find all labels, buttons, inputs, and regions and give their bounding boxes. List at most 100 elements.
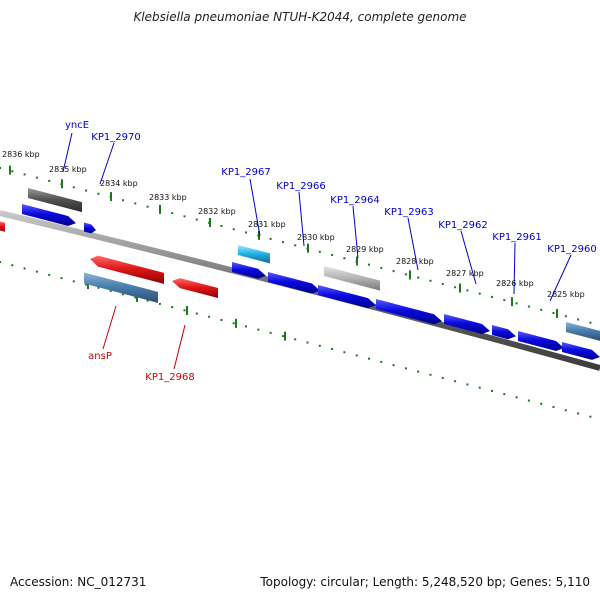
tick-dot [441,377,444,380]
tick-dot [515,302,518,305]
leader-kp1-2960 [549,254,572,302]
gene-kp1-2960 [518,331,564,351]
tick-dot [195,218,198,221]
upper-scale [0,165,592,324]
gene-label-kp1-2960: KP1_2960 [547,244,596,255]
tick-dot [85,283,88,286]
accession-text: Accession: NC_012731 [10,575,147,589]
tick-dot [368,263,370,266]
tick-dot [331,348,334,351]
tick-dot [454,380,457,383]
tick-dot [208,315,211,318]
tick-dot [343,351,346,354]
tick-dot [11,264,14,267]
tick-dot [72,280,75,283]
tick-dot [195,312,198,315]
tick-dot [122,293,124,296]
leader-ansp [102,305,117,350]
tick-dot [466,289,469,292]
tick-dot [392,270,395,273]
tick-dot [540,402,543,405]
tick-dot [11,170,14,173]
gene-label-kp1-2970: KP1_2970 [91,132,140,143]
tick-dot [429,279,432,282]
tick-dot [171,306,174,309]
tick-dot [35,176,38,179]
tick-label-2827-kbp: 2827 kbp [446,269,484,278]
gene-reverse-edge [0,221,5,232]
tick-dot [392,364,395,367]
tick-label-2829-kbp: 2829 kbp [346,245,384,254]
tick-dot [589,321,592,324]
tick-dot [552,406,555,409]
tick-dot [380,360,383,363]
tick-dot [35,270,38,273]
gene-label-kp1-2962: KP1_2962 [438,220,487,231]
tick-dot [577,412,580,415]
tick-dot [146,205,149,208]
gene-ynce-bar [28,188,82,213]
leader-kp1-2968 [173,324,186,370]
tick-dot [466,383,469,386]
tick-dot [355,354,358,357]
tick-dot [281,241,284,244]
tick-dot [404,273,407,276]
gene-label-kp1-2963: KP1_2963 [384,207,433,218]
tick-dot [109,290,112,293]
gene-kp1-2964 [318,285,376,309]
tick-dot [245,231,247,234]
gene-kp1-2962 [444,314,490,334]
tick-label-2826-kbp: 2826 kbp [496,279,534,288]
tick-dot [48,273,51,276]
tick-label-2835-kbp: 2835 kbp [49,165,87,174]
tick-dot [85,189,88,192]
tick-dot [577,318,580,321]
tick-dot [331,254,334,257]
leader-kp1-2964 [352,205,359,259]
gene-label-ansp: ansP [88,351,112,362]
tick-dot [23,267,26,270]
tick-label-2832-kbp: 2832 kbp [198,207,236,216]
tick-dot [245,325,247,328]
tick-dot [294,244,297,247]
gene-label-kp1-2966: KP1_2966 [276,181,325,192]
gene-ansp-bar [84,272,158,303]
gene-label-kp1-2961: KP1_2961 [492,232,541,243]
tick-dot [48,179,51,182]
tick-dot [318,250,321,253]
gene-label-kp1-2968: KP1_2968 [145,372,194,383]
tick-dot [281,335,284,338]
tick-dot [368,357,370,360]
tick-dot [564,409,567,412]
tick-dot [343,257,346,260]
tick-dot [232,228,235,231]
tick-dot [72,186,75,189]
tick-dot [134,296,137,299]
gene-forward-2 [84,222,96,234]
tick-dot [515,396,518,399]
tick-dot [269,331,272,334]
leader-kp1-2966 [298,191,305,247]
tick-label-2836-kbp: 2836 kbp [2,150,40,159]
leader-kp1-2967 [249,178,261,237]
leader-kp1-2962 [460,230,477,285]
gene-label-kp1-2964: KP1_2964 [330,195,379,206]
map-title: Klebsiella pneumoniae NTUH-K2044, comple… [133,10,467,24]
tick-dot [158,302,161,305]
tick-dot [491,389,493,392]
tick-dot [527,305,530,308]
tick-dot [183,309,186,312]
gene-label-kp1-2967: KP1_2967 [221,167,270,178]
tick-dot [23,173,26,176]
tick-dot [491,295,493,298]
tick-dot [478,386,481,389]
tick-dot [183,215,186,218]
tick-dot [564,315,567,318]
tick-dot [97,192,100,195]
tick-dot [171,212,174,215]
tick-dot [146,299,149,302]
tick-dot [478,292,481,295]
tick-dot [97,286,100,289]
tick-dot [232,322,235,325]
gene-kp1-2959 [562,342,600,360]
